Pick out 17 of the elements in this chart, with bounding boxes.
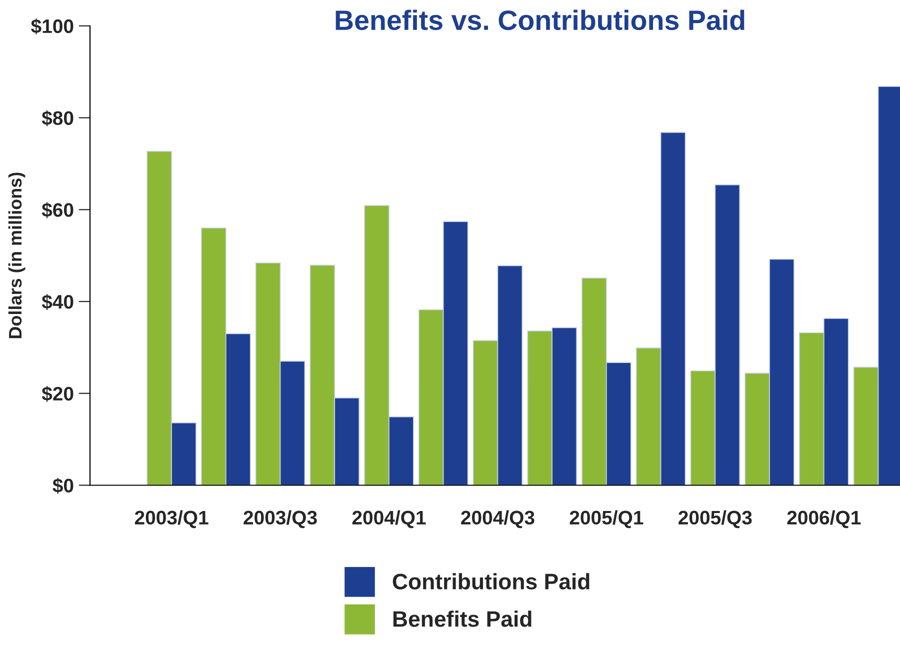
x-tick-label: 2003/Q3: [244, 510, 317, 528]
x-tick-label: 2004/Q1: [352, 510, 426, 528]
legend-label: Contributions Paid: [392, 573, 590, 590]
y-tick-label: $20: [42, 386, 74, 402]
x-tick-label: 2006/Q1: [787, 510, 861, 528]
y-tick-label: $100: [31, 18, 74, 34]
x-tick-label: 2003/Q1: [134, 510, 208, 528]
y-tick-label: $80: [42, 110, 74, 126]
y-tick-label: $0: [52, 478, 74, 494]
chart-title: Benefits vs. Contributions Paid: [336, 10, 744, 30]
x-tick-label: 2005/Q1: [570, 510, 644, 528]
y-tick-label: $40: [42, 294, 74, 310]
y-tick-label: $60: [42, 202, 74, 218]
y-axis-title: Dollars (in millions): [8, 172, 26, 338]
x-tick-label: 2005/Q3: [678, 510, 752, 528]
x-tick-label: 2004/Q3: [461, 510, 534, 528]
legend-label: Benefits Paid: [393, 610, 532, 627]
